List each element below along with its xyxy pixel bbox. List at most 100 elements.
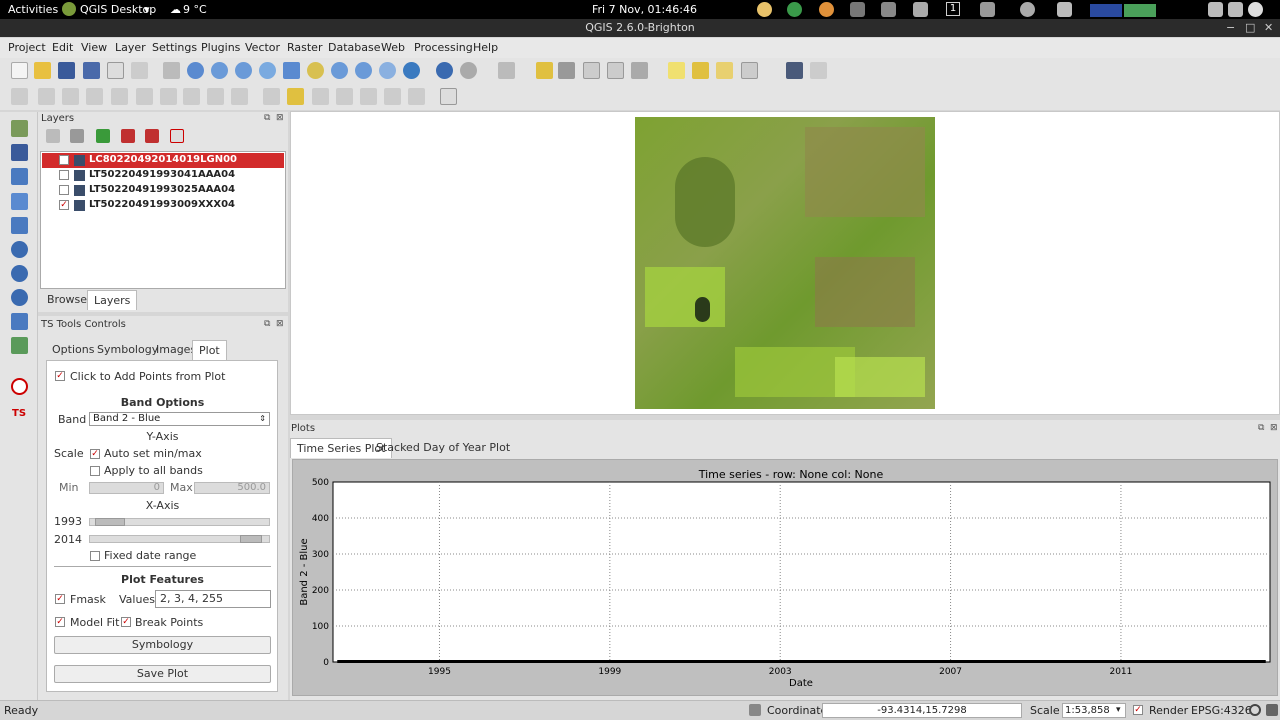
workspace-indicator[interactable]: 1	[946, 2, 960, 16]
current-edits-icon[interactable]	[11, 88, 28, 105]
tab-layers[interactable]: Layers	[87, 290, 138, 310]
bookmark-icon[interactable]	[692, 62, 709, 79]
visibility-icon[interactable]	[70, 129, 84, 143]
auto-set-checkbox[interactable]: ✓	[90, 449, 100, 459]
menu-view[interactable]: View	[81, 41, 108, 54]
tab-symbology[interactable]: Symbology	[97, 343, 159, 356]
dropbox-icon[interactable]	[850, 2, 865, 17]
layer-visibility-checkbox[interactable]: ✓	[59, 200, 69, 210]
expand-all-icon[interactable]	[121, 129, 135, 143]
label-icon[interactable]	[263, 88, 280, 105]
close-panel-icon[interactable]: ⊠	[1270, 423, 1278, 433]
pan-to-selection-icon[interactable]	[187, 62, 204, 79]
zoom-out-icon[interactable]	[235, 62, 252, 79]
steam-icon[interactable]	[1020, 2, 1035, 17]
paste-features-icon[interactable]	[231, 88, 248, 105]
menu-layer[interactable]: Layer	[115, 41, 146, 54]
menu-help[interactable]: Help	[473, 41, 499, 54]
add-wms-icon[interactable]	[11, 241, 28, 258]
layer-visibility-checkbox[interactable]	[59, 155, 69, 165]
float-panel-icon[interactable]: ⧉	[264, 319, 271, 329]
menu-web[interactable]: Web	[381, 41, 405, 54]
min-input[interactable]: 0	[89, 482, 164, 494]
add-wcs-icon[interactable]	[11, 265, 28, 282]
tab-images[interactable]: Images	[156, 343, 197, 356]
filter-icon[interactable]	[96, 129, 110, 143]
crs-button[interactable]: EPSG:4326	[1191, 704, 1252, 717]
add-delimited-text-icon[interactable]	[11, 313, 28, 330]
map-tips-icon[interactable]	[668, 62, 685, 79]
upload-icon[interactable]	[980, 2, 995, 17]
layer-visibility-checkbox[interactable]	[59, 170, 69, 180]
slider-handle[interactable]	[240, 535, 262, 543]
menu-plugins[interactable]: Plugins	[201, 41, 241, 54]
symbology-button[interactable]: Symbology	[54, 636, 271, 654]
close-panel-icon[interactable]: ⊠	[276, 319, 284, 329]
app-menu[interactable]: QGIS Desktop	[80, 3, 157, 16]
layer-item[interactable]: LT50220491993041AAA04	[42, 168, 284, 183]
action-icon[interactable]	[460, 62, 477, 79]
expression-select-icon[interactable]	[558, 62, 575, 79]
launcher-icon[interactable]	[757, 2, 772, 17]
menu-edit[interactable]: Edit	[52, 41, 74, 54]
fmask-checkbox[interactable]: ✓	[55, 594, 65, 604]
layer-item[interactable]: LT50220491993025AAA04	[42, 183, 284, 198]
end-year-slider[interactable]	[89, 535, 270, 543]
zoom-next-icon[interactable]	[379, 62, 396, 79]
coordinate-field[interactable]: -93.4314,15.7298	[822, 703, 1022, 718]
maximize-icon[interactable]: □	[1245, 21, 1256, 34]
tab-plot[interactable]: Plot	[192, 340, 227, 360]
network-icon[interactable]	[1208, 2, 1223, 17]
rotate-label-icon[interactable]	[384, 88, 401, 105]
add-spatialite-icon[interactable]	[11, 193, 28, 210]
click-add-points-checkbox[interactable]: ✓	[55, 371, 65, 381]
menu-project[interactable]: Project	[8, 41, 46, 54]
show-bookmarks-icon[interactable]	[716, 62, 733, 79]
zoom-layer-icon[interactable]	[331, 62, 348, 79]
tab-browser[interactable]: Browser	[47, 293, 92, 306]
pan-icon[interactable]	[163, 62, 180, 79]
delete-selected-icon[interactable]	[160, 88, 177, 105]
add-postgis-icon[interactable]	[11, 168, 28, 185]
text-annotation-icon[interactable]	[741, 62, 758, 79]
target-icon[interactable]	[11, 378, 28, 395]
apply-all-checkbox[interactable]	[90, 466, 100, 476]
activities-button[interactable]: Activities	[8, 3, 59, 16]
add-raster-icon[interactable]	[11, 144, 28, 161]
ts-tools-icon[interactable]: TS	[12, 408, 27, 419]
measure-icon[interactable]	[631, 62, 648, 79]
volume-icon[interactable]	[1228, 2, 1243, 17]
satellite-image[interactable]	[635, 117, 935, 409]
add-wfs-icon[interactable]	[11, 289, 28, 306]
render-checkbox[interactable]: ✓	[1133, 705, 1143, 715]
remove-layer-icon[interactable]	[170, 129, 184, 143]
new-project-icon[interactable]	[11, 62, 28, 79]
layer-style-icon[interactable]	[46, 129, 60, 143]
save-project-icon[interactable]	[58, 62, 75, 79]
zoom-selection-icon[interactable]	[307, 62, 324, 79]
model-fit-checkbox[interactable]: ✓	[55, 617, 65, 627]
pin-labels-icon[interactable]	[312, 88, 329, 105]
menu-vector[interactable]: Vector	[245, 41, 281, 54]
firefox-icon[interactable]	[819, 2, 834, 17]
close-panel-icon[interactable]: ⊠	[276, 113, 284, 123]
print-composer-icon[interactable]	[107, 62, 124, 79]
identify-icon[interactable]	[436, 62, 453, 79]
break-points-checkbox[interactable]: ✓	[121, 617, 131, 627]
attribute-table-icon[interactable]	[583, 62, 600, 79]
move-label-icon[interactable]	[360, 88, 377, 105]
zoom-native-icon[interactable]	[259, 62, 276, 79]
save-plot-button[interactable]: Save Plot	[54, 665, 271, 683]
layer-item[interactable]: ✓ LT50220491993009XXX04	[42, 198, 284, 213]
tab-options[interactable]: Options	[52, 343, 95, 356]
show-hide-labels-icon[interactable]	[336, 88, 353, 105]
layer-visibility-checkbox[interactable]	[59, 185, 69, 195]
cut-features-icon[interactable]	[183, 88, 200, 105]
select-features-icon[interactable]	[498, 62, 515, 79]
band-select[interactable]: Band 2 - Blue ⇕	[89, 412, 270, 426]
minimize-icon[interactable]: −	[1226, 21, 1236, 34]
messages-icon[interactable]	[1266, 704, 1278, 716]
slider-handle[interactable]	[95, 518, 125, 526]
add-vector-icon[interactable]	[11, 120, 28, 137]
music-icon[interactable]	[1057, 2, 1072, 17]
